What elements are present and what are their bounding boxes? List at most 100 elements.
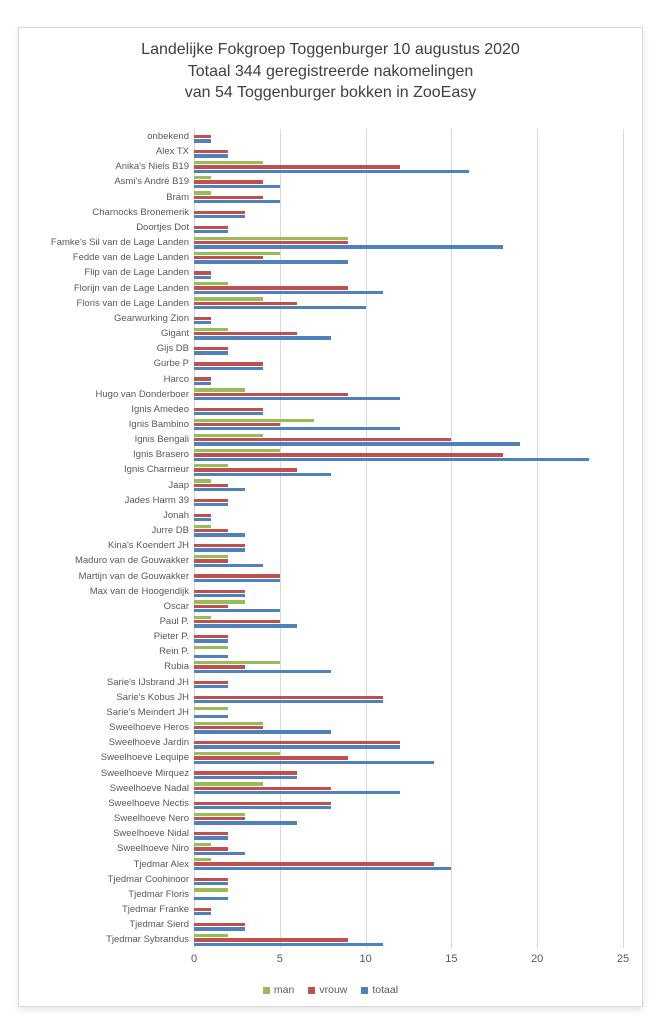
bar-row [194,932,623,947]
bar-row [194,174,623,189]
category-label: Jurre DB [151,525,189,537]
bar-totaal [194,381,212,386]
legend-item-vrouw: vrouw [308,984,347,996]
bar-vrouw [194,877,229,881]
bar-row [194,402,623,417]
bar-vrouw [194,680,229,684]
bar-man [194,555,229,559]
bar-vrouw [194,513,212,518]
category-label: Jades Harm 39 [124,494,189,506]
bar-row [194,372,623,387]
bar-row [194,144,623,159]
bar-totaal [194,745,400,749]
x-tick-label: 5 [276,953,283,965]
category-label: Bram [166,191,189,203]
bar-totaal [194,366,263,370]
legend-item-man: man [262,984,294,996]
bar-row [194,417,623,432]
category-label: Harco [163,373,189,385]
bar-totaal [194,487,246,492]
bar-row [194,341,623,356]
category-label: Fedde van de Lage Landen [72,252,189,264]
category-label: Charnocks Bronemerik [92,206,189,218]
bar-totaal [194,548,246,552]
bar-totaal [194,230,229,234]
category-label: Sweelhoeve Lequipe [100,752,189,764]
category-label: Pieter P. [153,631,189,643]
bar-totaal [194,290,383,295]
bar-vrouw [194,862,435,866]
bar-vrouw [194,559,229,563]
bar-vrouw [194,286,349,290]
gridline-0 [194,129,195,948]
bar-totaal [194,912,212,916]
bar-totaal [194,851,246,855]
bar-totaal [194,836,229,840]
gridline-5 [279,129,281,948]
category-label: Ignis Charmeur [124,464,189,476]
bar-row [194,447,623,462]
bar-totaal [194,215,246,219]
bar-row [194,432,623,447]
category-label: Florijn van de Lage Landen [73,282,189,294]
category-label: Maduro van de Gouwakker [74,555,189,567]
bar-row [194,690,623,705]
bar-totaal [194,336,332,340]
x-tick-label: 20 [531,953,544,965]
x-tick-label: 15 [445,953,458,965]
bar-man [194,842,212,847]
bar-vrouw [194,498,229,502]
bar-row [194,508,623,523]
bar-totaal [194,715,229,719]
bar-row [194,387,623,402]
bar-totaal [194,684,229,689]
category-label: Sweelhoeve Nectis [108,797,189,809]
legend-label: totaal [372,984,399,996]
bar-row [194,705,623,720]
bar-row [194,614,623,629]
bar-vrouw [194,741,400,745]
bar-vrouw [194,377,212,381]
category-label: Jaap [168,479,189,491]
bar-row [194,766,623,781]
bar-row [194,523,623,538]
category-label: Kina's Koendert JH [107,540,189,552]
chart-title-line2: Totaal 344 geregistreerde nakomelingen [187,62,474,80]
bar-row [194,159,623,174]
bar-vrouw [194,665,246,669]
category-label: Floris van de Lage Landen [76,297,190,309]
bar-row [194,917,623,932]
bar-row [194,129,623,144]
bar-totaal [194,866,452,871]
legend: man vrouw totaal [19,982,642,998]
bar-vrouw [194,362,263,366]
bar-row [194,235,623,250]
bar-totaal [194,593,246,598]
bar-man [194,160,263,165]
bar-row [194,720,623,735]
bar-row [194,781,623,796]
category-label: Sweelhoeve Nero [114,813,189,825]
category-label: Ignis Amedeo [131,403,189,415]
bar-vrouw [194,544,246,548]
x-tick-label: 0 [190,953,198,965]
bar-row [194,887,623,902]
category-label: Tjedmar Floris [128,888,189,900]
chart-card: Landelijke Fokgroep Toggenburger 10 augu… [18,27,643,1007]
category-label: Tjedmar Sierd [129,919,189,931]
bar-row [194,675,623,690]
bar-row [194,750,623,765]
chart-title-line1: Landelijke Fokgroep Toggenburger 10 augu… [141,41,520,58]
gridline-10 [365,129,367,948]
category-label: Jonah [163,509,189,521]
bar-totaal [194,700,383,704]
bar-row [194,281,623,296]
bar-totaal [194,305,366,310]
bar-vrouw [194,271,212,275]
bar-totaal [194,154,229,158]
bar-man [194,858,212,862]
bar-row [194,872,623,887]
bar-row [194,462,623,477]
bar-vrouw [194,771,297,775]
category-label: Sweelhoeve Jardin [108,737,189,749]
